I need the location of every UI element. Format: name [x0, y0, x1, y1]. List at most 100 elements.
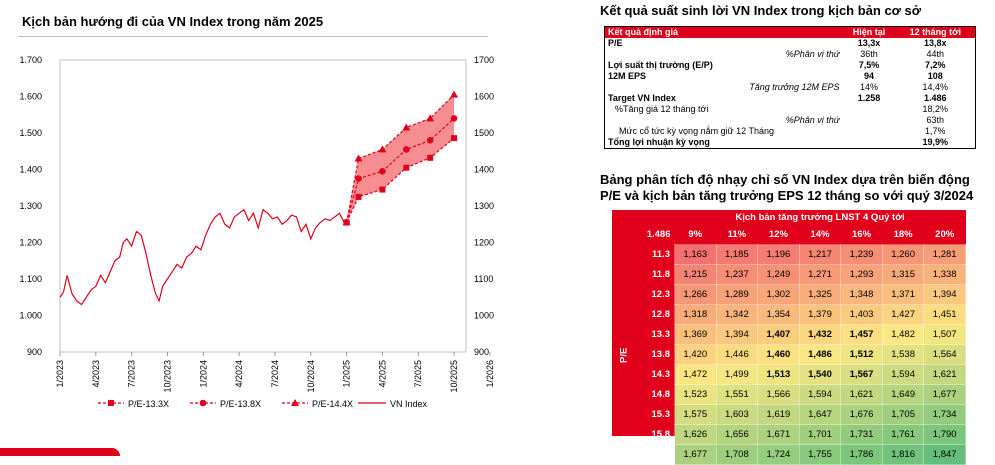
y-tick-right: 1300 — [474, 201, 494, 211]
sensitivity-cell: 1,816 — [881, 444, 925, 465]
results-cell: Lợi suất thị trường (E/P) — [608, 60, 713, 70]
x-tick-label: 10/2023 — [162, 360, 172, 393]
sensitivity-cell: 1,567 — [840, 364, 883, 385]
point-p-e-14-4x — [378, 145, 387, 153]
sensitivity-cell: 1,260 — [881, 244, 925, 265]
sensitivity-cell: 1,293 — [840, 264, 883, 285]
results-cell: 14% — [860, 82, 879, 92]
sensitivity-cell: 1,621 — [923, 364, 966, 385]
results-row: Target VN Index 1.258 1.486 — [605, 93, 976, 104]
sensitivity-row: 11.8 1,215 1,237 1,249 1,271 1,293 1,315 1,338 — [612, 264, 966, 285]
sensitivity-row: 15.3 1,575 1,603 1,619 1,647 1,676 1,705 1,734 — [612, 404, 966, 425]
results-cell: 12M EPS — [608, 71, 647, 81]
point-p-e-14-4x — [426, 114, 435, 122]
results-cell: Mức cổ tức kỳ vọng nắm giữ 12 Tháng — [619, 126, 774, 136]
chart-title: Kịch bản hướng đi của VN Index trong năm… — [22, 14, 324, 29]
y-tick-left: 1.400 — [19, 165, 42, 175]
results-row: 12M EPS 94 108 — [605, 71, 976, 82]
pe-row-label: 14.3 — [651, 369, 671, 380]
point-p-e-14-4x — [450, 90, 459, 98]
sensitivity-cell: 1,348 — [840, 284, 883, 305]
y-tick-right: 900 — [474, 347, 489, 357]
legend-label: P/E-13.3X — [128, 399, 169, 409]
results-header-cell: 12 tháng tới — [895, 26, 976, 38]
sensitivity-cell: 1,427 — [881, 304, 925, 325]
pe-row-label: 13.3 — [651, 329, 671, 340]
sensitivity-row: 12.3 1,266 1,289 1,302 1,325 1,348 1,371 1,394 — [612, 284, 966, 305]
sensitivity-cell: 1,446 — [715, 344, 759, 365]
sensitivity-cell: 1,551 — [715, 384, 759, 405]
sensitivity-cell: 1,472 — [674, 364, 717, 385]
results-row: Tăng trưởng 12M EPS 14% 14,4% — [605, 82, 976, 93]
point-p-e-13-8x — [402, 146, 410, 153]
results-cell: Tổng lợi nhuận kỳ vọng — [608, 137, 710, 147]
point-p-e-14-4x — [402, 123, 411, 131]
pe-row-label: 12.8 — [651, 309, 671, 320]
results-row: %Tăng giá 12 tháng tới 18,2% — [605, 104, 976, 115]
results-cell: 36th — [860, 49, 878, 59]
x-tick-label: 10/2025 — [449, 360, 459, 393]
sensitivity-cell: 1,289 — [715, 284, 759, 305]
sensitivity-cell: 1,486 — [798, 344, 842, 365]
pe-row-label: 12.3 — [651, 289, 671, 300]
x-tick-label: 7/2025 — [413, 360, 423, 388]
sensitivity-cell: 1,266 — [674, 284, 717, 305]
x-tick-label: 7/2023 — [127, 360, 137, 388]
sensitivity-cell: 1,656 — [715, 424, 759, 445]
sensitivity-cell: 1,482 — [881, 324, 925, 345]
results-row: Lợi suất thị trường (E/P) 7,5% 7,2% — [605, 60, 976, 71]
sensitivity-cell: 1,677 — [674, 444, 717, 465]
y-tick-left: 1.000 — [19, 311, 42, 321]
results-cell: 18,2% — [922, 104, 949, 114]
growth-header: 20% — [935, 229, 955, 240]
results-title: Kết quả suất sinh lời VN Index trong kịc… — [600, 3, 922, 18]
results-cell: %Tăng giá 12 tháng tới — [615, 104, 709, 114]
results-cell — [842, 126, 895, 137]
sensitivity-cell: 1,619 — [757, 404, 800, 425]
sensitivity-cell: 1,354 — [757, 304, 800, 325]
sensitivity-row: 14.8 1,523 1,551 1,566 1,594 1,621 1,649 1,677 — [612, 384, 966, 405]
sensitivity-cell: 1,512 — [840, 344, 883, 365]
y-tick-left: 1.100 — [19, 274, 42, 284]
sensitivity-cell: 1,790 — [923, 424, 966, 445]
y-tick-right: 1500 — [474, 128, 494, 138]
results-cell: Tăng trưởng 12M EPS — [749, 82, 840, 92]
sensitivity-row: 15.8 1,626 1,656 1,671 1,701 1,731 1,761 1,790 — [612, 424, 966, 445]
point-p-e-13-8x — [450, 115, 458, 122]
vnindex-line — [59, 208, 347, 306]
results-cell — [842, 137, 895, 149]
sensitivity-cell: 1,594 — [798, 384, 842, 405]
series-line-p-e-13-3x — [346, 137, 455, 223]
sensitivity-cell: 1,369 — [674, 324, 717, 345]
growth-header-row: 1.486 9% 11% 12% 14% 16% 18% 20% — [612, 225, 966, 245]
results-row: Tổng lợi nhuận kỳ vọng 19,9% — [605, 137, 976, 149]
growth-header: 18% — [893, 229, 913, 240]
sensitivity-cell: 1,163 — [674, 244, 717, 265]
y-tick-left: 1.200 — [19, 238, 42, 248]
point-p-e-13-8x — [379, 168, 386, 175]
pe-row-label: 11.8 — [652, 269, 670, 280]
scenario-row: Kịch bản tăng trưởng LNST 4 Quý tới — [612, 210, 966, 225]
pe-axis-label: P/E — [618, 346, 630, 363]
sensitivity-cell: 1,734 — [923, 404, 966, 425]
growth-header: 16% — [852, 229, 872, 240]
results-cell — [842, 115, 895, 126]
sensitivity-cell: 1,281 — [923, 244, 966, 265]
sensitivity-cell: 1,671 — [757, 424, 800, 445]
scenario-band — [346, 94, 455, 223]
sensitivity-cell: 1,371 — [881, 284, 925, 305]
brand-bar — [0, 448, 120, 456]
sensitivity-cell: 1,701 — [798, 424, 842, 445]
vnindex-scenario-chart: 1.700 1700 1.600 1600 1.500 1500 1.400 1400 1.30… — [19, 55, 494, 409]
sensitivity-cell: 1,566 — [757, 384, 800, 405]
sensitivity-cell: 1,538 — [881, 344, 925, 365]
sensitivity-cell: 1,420 — [674, 344, 717, 365]
sensitivity-cell: 1,379 — [798, 304, 842, 325]
point-p-e-13-8x — [355, 175, 362, 182]
sensitivity-cell: 1,237 — [715, 264, 759, 285]
sensitivity-cell: 1,460 — [757, 344, 800, 365]
sensitivity-cell: 1,318 — [674, 304, 717, 325]
results-cell: 13,8x — [924, 38, 947, 48]
results-cell: 63th — [926, 115, 945, 125]
results-row: Mức cổ tức kỳ vọng nắm giữ 12 Tháng 1,7% — [605, 126, 976, 137]
